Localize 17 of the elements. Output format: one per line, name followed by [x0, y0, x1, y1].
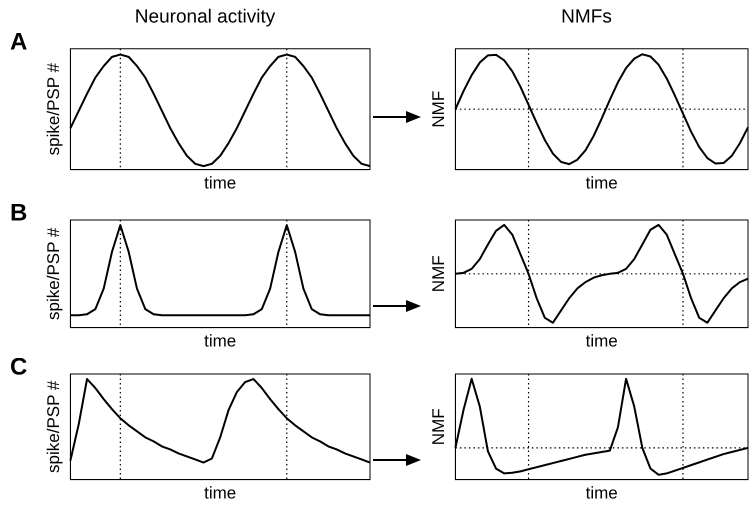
- text: B: [10, 200, 28, 227]
- x-axis-title: time: [204, 173, 236, 192]
- chart-title: Neuronal activity: [134, 6, 276, 28]
- x-axis-title: time: [586, 331, 618, 350]
- x-axis-title: time: [204, 331, 236, 350]
- chart-title: NMFs: [561, 6, 612, 28]
- text: A: [10, 28, 28, 56]
- x-axis-title: time: [586, 483, 618, 502]
- y-axis-title: NMF: [428, 408, 448, 446]
- y-axis-title: spike/PSP #: [44, 380, 63, 473]
- x-axis-title: time: [204, 483, 236, 502]
- y-axis-title: NMF: [428, 255, 448, 292]
- x-axis-title: time: [586, 173, 618, 192]
- y-axis-title: spike/PSP #: [44, 62, 63, 156]
- y-axis-title: NMF: [428, 90, 448, 128]
- y-axis-title: spike/PSP #: [44, 227, 63, 320]
- text: C: [10, 354, 28, 381]
